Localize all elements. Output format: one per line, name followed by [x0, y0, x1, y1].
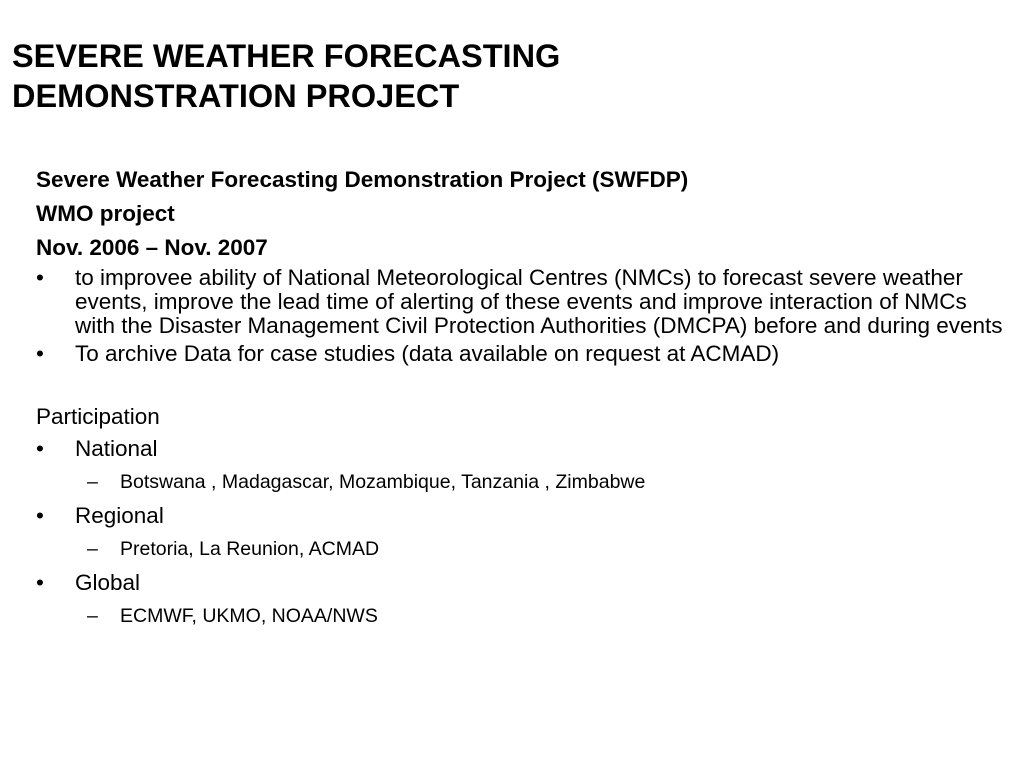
- bullet-marker: •: [36, 341, 44, 366]
- bullet-marker: •: [36, 265, 44, 290]
- objective-bullet: • To archive Data for case studies (data…: [36, 342, 1011, 366]
- spacer: [36, 366, 1011, 400]
- slide-title-line-1: SEVERE WEATHER FORECASTING: [12, 38, 561, 74]
- project-period: Nov. 2006 – Nov. 2007: [36, 235, 268, 260]
- participation-members-text: Botswana , Madagascar, Mozambique, Tanza…: [120, 471, 646, 493]
- dash-marker: –: [87, 538, 98, 560]
- bullet-marker: •: [36, 570, 44, 595]
- participation-members: – ECMWF, UKMO, NOAA/NWS: [36, 603, 1011, 629]
- objective-text: To archive Data for case studies (data a…: [75, 341, 780, 366]
- participation-group-name: Global: [75, 570, 141, 595]
- participation-label: Participation: [36, 404, 160, 429]
- bullet-marker: •: [36, 436, 44, 461]
- project-organization: WMO project: [36, 201, 175, 226]
- participation-members-text: Pretoria, La Reunion, ACMAD: [120, 538, 380, 560]
- participation-group: • Global: [36, 568, 1011, 598]
- slide-title-line-2: DEMONSTRATION PROJECT: [12, 78, 460, 114]
- slide-body: Severe Weather Forecasting Demonstration…: [36, 163, 1011, 629]
- project-name: Severe Weather Forecasting Demonstration…: [36, 167, 689, 192]
- participation-group-name: National: [75, 436, 158, 461]
- dash-marker: –: [87, 605, 98, 627]
- participation-group: • National: [36, 434, 1011, 464]
- participation-members: – Botswana , Madagascar, Mozambique, Tan…: [36, 469, 1011, 495]
- objective-text: to improvee ability of National Meteorol…: [75, 265, 1003, 338]
- participation-group: • Regional: [36, 501, 1011, 531]
- bullet-marker: •: [36, 503, 44, 528]
- dash-marker: –: [87, 471, 98, 493]
- participation-group-name: Regional: [75, 503, 164, 528]
- participation-members: – Pretoria, La Reunion, ACMAD: [36, 536, 1011, 562]
- objective-bullet: • to improvee ability of National Meteor…: [36, 266, 1011, 338]
- slide-title: SEVERE WEATHER FORECASTING DEMONSTRATION…: [12, 36, 1002, 116]
- participation-members-text: ECMWF, UKMO, NOAA/NWS: [120, 605, 378, 627]
